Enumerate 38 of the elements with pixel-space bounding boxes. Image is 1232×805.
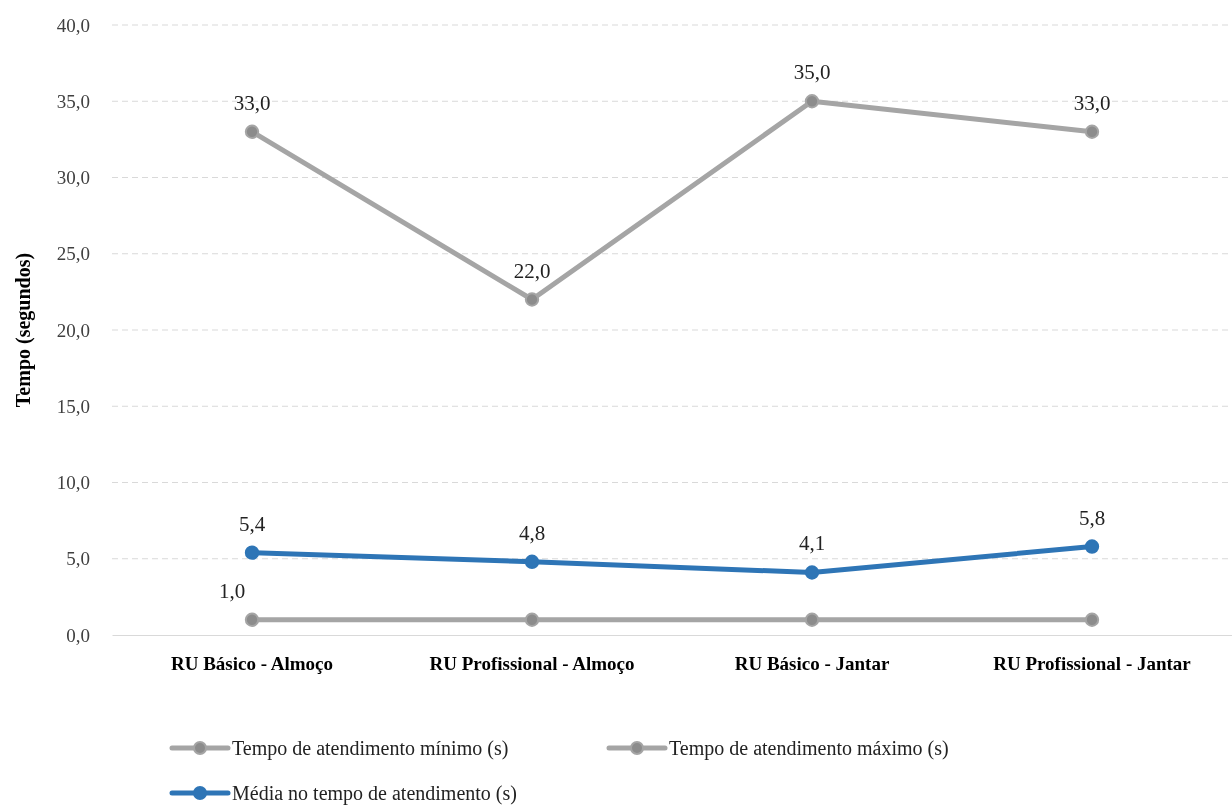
point: [524, 554, 540, 569]
data-label: 5,8: [1078, 505, 1106, 530]
data-label: 33,0: [1073, 90, 1111, 115]
point: [244, 124, 260, 139]
data-label: 35,0: [793, 60, 831, 85]
x-tick-label: RU Básico - Jantar: [734, 653, 890, 675]
y-tick-label: 20,0: [56, 319, 90, 341]
y-tick-label: 0,0: [66, 624, 90, 646]
point: [804, 94, 820, 109]
point: [1084, 124, 1100, 139]
data-label: 33,0: [233, 90, 271, 115]
data-label: 4,8: [518, 520, 546, 545]
legend-label: Tempo de atendimento mínimo (s): [232, 737, 509, 760]
y-axis-title: Tempo (segundos): [12, 252, 35, 408]
data-label: 1,0: [218, 578, 246, 603]
legend-label: Média no tempo de atendimento (s): [232, 782, 517, 805]
point: [524, 292, 540, 307]
legend-label: Tempo de atendimento máximo (s): [669, 737, 949, 760]
point: [244, 545, 260, 560]
y-tick-label: 5,0: [66, 548, 90, 570]
y-tick-label: 35,0: [56, 90, 90, 112]
data-label: 22,0: [513, 258, 551, 283]
x-tick-label: RU Profissional - Almoço: [429, 653, 635, 675]
point: [244, 612, 260, 627]
y-tick-label: 25,0: [56, 243, 90, 265]
data-label: 4,1: [798, 531, 826, 556]
y-tick-label: 15,0: [56, 395, 90, 417]
y-tick-label: 30,0: [56, 167, 90, 189]
x-tick-label: RU Profissional - Jantar: [993, 653, 1192, 675]
point: [804, 565, 820, 580]
data-label: 5,4: [238, 511, 266, 536]
point: [1084, 612, 1100, 627]
y-tick-label: 40,0: [56, 14, 90, 36]
y-tick-label: 10,0: [56, 472, 90, 494]
point: [1084, 539, 1100, 554]
point: [524, 612, 540, 627]
x-tick-label: RU Básico - Almoço: [170, 653, 334, 675]
point: [804, 612, 820, 627]
